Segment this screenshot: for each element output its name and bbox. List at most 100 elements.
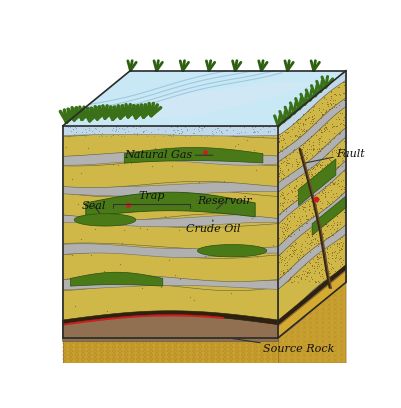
Point [290,242,296,249]
Text: Crude Oil: Crude Oil [186,220,240,234]
Point [298,270,305,277]
Point [335,177,341,183]
Point [282,255,289,262]
Point [284,233,291,239]
Point [312,192,318,198]
Point [209,128,215,134]
Point [289,125,296,132]
Point [78,129,85,135]
Point [295,189,302,196]
Point [308,232,315,239]
Point [276,259,282,266]
Point [115,128,122,134]
Point [215,125,221,131]
Point [287,242,294,249]
Point [314,256,321,262]
Point [310,255,317,262]
Point [326,167,333,173]
Point [202,149,209,155]
Point [83,129,89,135]
Point [281,195,287,201]
Point [280,189,286,196]
Point [307,248,314,255]
Point [170,131,176,137]
Point [328,104,335,111]
Point [319,162,326,169]
Point [282,162,289,168]
Point [320,186,326,193]
Point [216,202,222,208]
Point [245,133,251,140]
Point [267,131,274,138]
Point [296,225,303,232]
Point [306,120,313,126]
Point [340,120,346,127]
Point [304,273,310,279]
Point [331,130,337,136]
Point [277,164,283,171]
Point [324,120,330,126]
Point [340,150,347,156]
Point [338,183,345,189]
Point [295,134,302,140]
Point [296,145,302,151]
Point [296,271,303,278]
Point [112,123,119,129]
Point [136,122,142,129]
Point [285,225,292,231]
Point [333,208,340,214]
Polygon shape [278,71,346,135]
Point [300,160,307,166]
Point [233,133,239,140]
Point [199,125,205,132]
Point [234,141,241,147]
Point [234,130,241,137]
Point [336,248,342,255]
Point [319,111,325,118]
Point [329,255,335,262]
Point [286,251,293,257]
Point [139,285,146,291]
Point [290,248,296,254]
Point [138,131,144,137]
Point [320,166,326,173]
Point [313,198,320,204]
Point [91,225,98,232]
Point [332,162,338,168]
Point [144,225,150,232]
Point [313,196,319,202]
Point [321,143,328,149]
Point [128,160,134,166]
Point [310,213,316,220]
Point [318,261,324,267]
Point [342,207,348,214]
Point [227,290,234,296]
Point [320,111,326,118]
Point [342,170,348,177]
Point [301,128,307,134]
Point [333,147,339,153]
Point [336,256,342,262]
Point [318,115,324,121]
Point [314,253,321,260]
Point [317,237,324,244]
Point [311,146,318,152]
Point [315,259,322,265]
Point [279,175,286,182]
Point [300,184,306,191]
Polygon shape [278,169,346,246]
Point [316,270,322,276]
Point [276,148,282,155]
Point [309,172,315,178]
Point [296,222,302,228]
Point [293,193,299,200]
Point [334,242,340,249]
Point [302,237,308,244]
Point [279,228,286,234]
Polygon shape [197,244,267,257]
Point [277,211,283,217]
Point [330,165,336,171]
Point [335,163,341,170]
Point [320,230,326,237]
Point [318,126,324,133]
